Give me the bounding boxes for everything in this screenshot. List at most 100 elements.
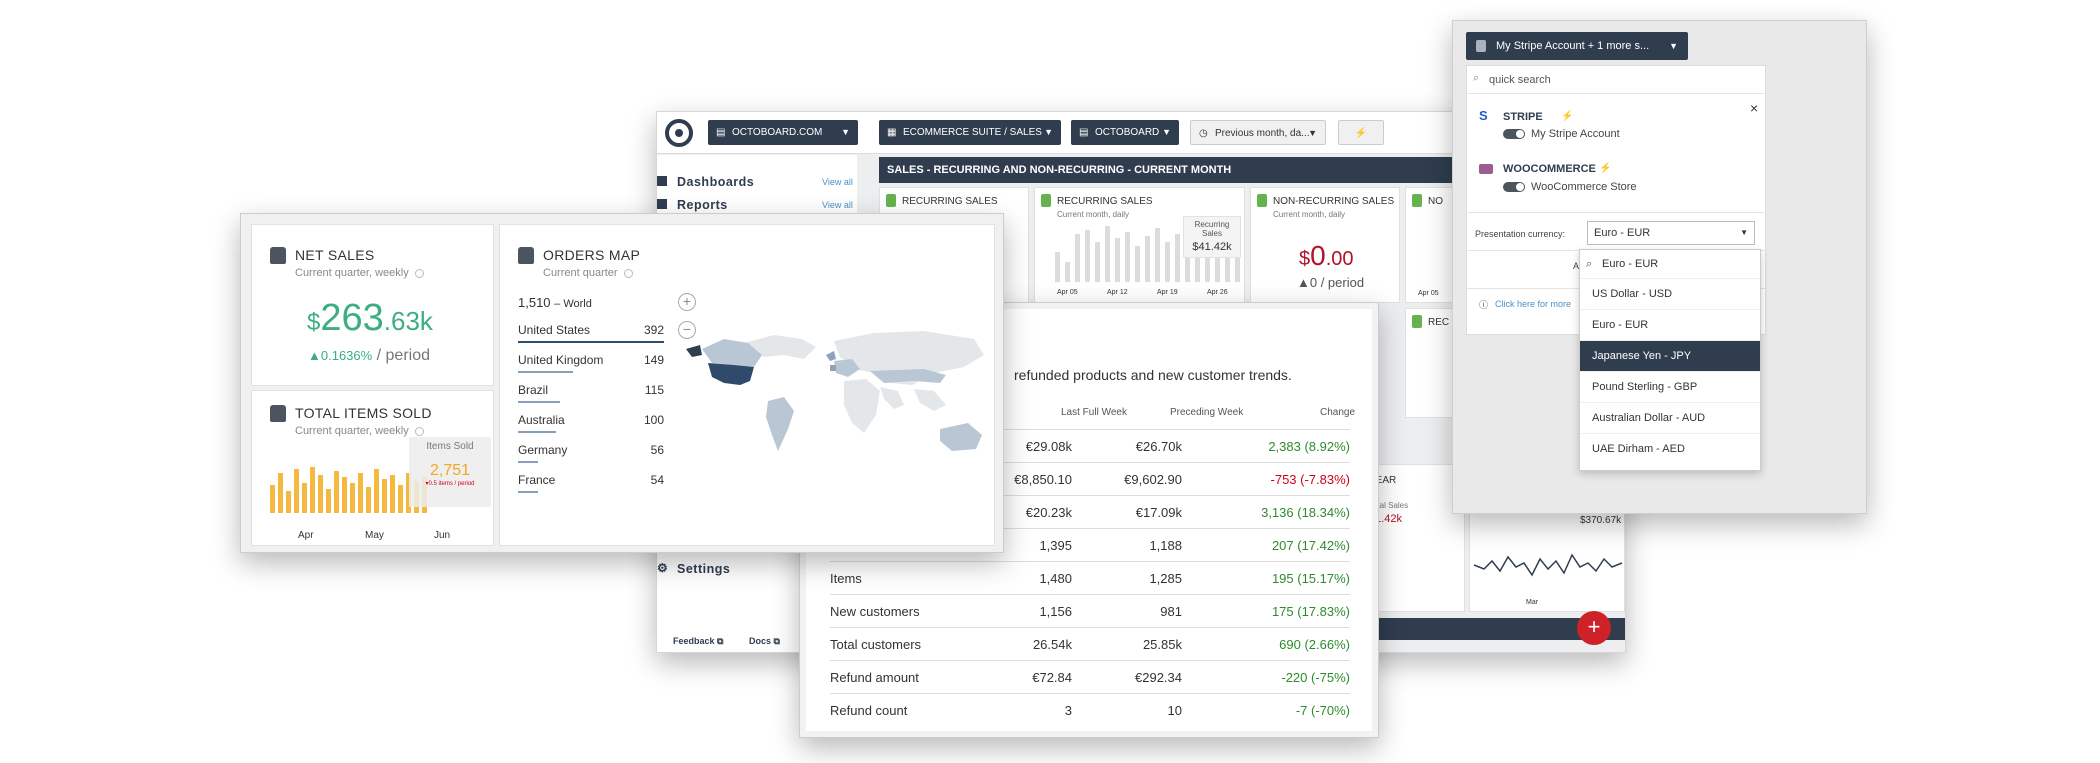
trend-line-chart [1473, 553, 1623, 577]
orders-map-widget[interactable]: ORDERS MAP Current quarter 1,510 – World… [499, 224, 995, 546]
period-dropdown[interactable]: ◷ Previous month, da... ▼ [1190, 120, 1326, 145]
table-row: €20.23k €17.09k 3,136 (18.34%) [830, 495, 1350, 528]
currency-option[interactable]: Japanese Yen - JPY [1580, 340, 1760, 371]
data-source-dropdown[interactable]: My Stripe Account + 1 more s... ▼ [1466, 32, 1688, 60]
currency-option[interactable]: Pound Sterling - GBP [1580, 371, 1760, 402]
country-name: United States [518, 323, 591, 337]
row-change: 690 (2.66%) [1279, 637, 1350, 652]
plug-icon: ⚡ [1599, 163, 1612, 174]
row-last-week: 26.54k [1032, 637, 1072, 652]
items-sold-widget[interactable]: TOTAL ITEMS SOLD Current quarter, weekly… [251, 390, 494, 546]
close-icon[interactable]: × [1750, 100, 1759, 116]
quick-search-field[interactable]: ⌕ quick search [1467, 66, 1765, 94]
row-change: -220 (-75%) [1281, 670, 1350, 685]
currency-option[interactable]: Euro - EUR [1580, 309, 1760, 340]
add-widget-button[interactable]: + [1577, 611, 1611, 645]
woocommerce-logo-icon [1479, 164, 1493, 174]
dashboard-topbar: ▤ OCTOBOARD.COM ▼ ▦ ECOMMERCE SUITE / SALES… [657, 112, 1625, 154]
chevron-down-icon: ▼ [1740, 228, 1748, 237]
row-change: 3,136 (18.34%) [1261, 505, 1350, 520]
row-last-week: €72.84 [1032, 670, 1072, 685]
orders-country-row: Brazil 115 [518, 383, 664, 403]
account-dropdown[interactable]: ▤ OCTOBOARD.COM ▼ [708, 120, 858, 145]
chart-bar [1075, 234, 1080, 282]
chart-bar [1145, 236, 1150, 282]
chevron-down-icon: ▼ [1162, 127, 1171, 137]
orders-country-row: Germany 56 [518, 443, 664, 463]
shopping-bag-icon [1257, 194, 1267, 207]
row-preceding-week: €17.09k [1135, 505, 1182, 520]
docs-link[interactable]: Docs ⧉ [749, 636, 780, 646]
chevron-down-icon: ▼ [1669, 41, 1678, 51]
chart-bar [1195, 238, 1200, 282]
row-label: Total customers [830, 637, 922, 652]
chart-bar [342, 477, 347, 513]
dashboards-view-all-link[interactable]: View all [822, 177, 853, 187]
row-change: 175 (17.83%) [1271, 604, 1350, 619]
connect-button[interactable]: ⚡ [1338, 120, 1384, 145]
chart-bar [294, 469, 299, 513]
orders-map-subtitle: Current quarter [543, 267, 633, 279]
widget-year-sales[interactable]: YEAR Total Sales 41.42k [1367, 464, 1465, 612]
chart-bar [310, 467, 315, 513]
currency-select[interactable]: Euro - EUR ▼ [1587, 221, 1755, 245]
chart-bar [1185, 252, 1190, 282]
stripe-account-toggle[interactable] [1503, 129, 1525, 139]
row-label: Refund amount [830, 670, 919, 685]
currency-option[interactable]: UAE Dirham - AED [1580, 433, 1760, 464]
chart-bar [1135, 246, 1140, 282]
apply-button[interactable]: A [1573, 261, 1580, 271]
org-dropdown[interactable]: ▤ OCTOBOARD ▼ [1071, 120, 1179, 145]
orders-country-row: United States 392 [518, 323, 664, 343]
chart-bar [358, 473, 363, 513]
row-change: 207 (17.42%) [1271, 538, 1350, 553]
chart-bar [398, 485, 403, 513]
widget-recurring-sales-2[interactable]: RECURRING SALES Current month, daily Rec… [1034, 187, 1245, 303]
country-name: Germany [518, 443, 568, 457]
org-icon: ▤ [1079, 127, 1089, 138]
nav-reports[interactable]: Reports [657, 198, 728, 212]
country-share-bar [518, 461, 539, 463]
net-sales-widget[interactable]: NET SALES Current quarter, weekly $263.6… [251, 224, 494, 386]
net-sales-change: ▲0.1636% / period [308, 347, 431, 364]
country-share-bar [518, 341, 664, 343]
header-change: Change [1320, 407, 1356, 418]
row-change: -753 (-7.83%) [1270, 472, 1350, 487]
row-preceding-week: €26.70k [1135, 439, 1182, 454]
nav-settings[interactable]: ⚙ Settings [657, 561, 731, 576]
zoom-in-button[interactable]: + [678, 293, 696, 311]
chart-bar [318, 475, 323, 513]
chart-bar [302, 483, 307, 513]
shopping-bag-icon [1476, 40, 1486, 52]
woocommerce-account-toggle[interactable] [1503, 182, 1525, 192]
chart-bar [286, 491, 291, 513]
country-orders: 149 [643, 353, 664, 367]
currency-option-search[interactable]: ⌕ Euro - EUR [1580, 250, 1760, 278]
row-change: -7 (-70%) [1295, 703, 1350, 718]
country-share-bar [518, 431, 556, 433]
shopping-bag-icon [1041, 194, 1051, 207]
zoom-out-button[interactable]: − [678, 321, 696, 339]
help-link[interactable]: Click here for more [1495, 299, 1572, 309]
table-row: Refund count 3 10 -7 (-70%) [830, 693, 1350, 726]
row-change: 195 (15.17%) [1271, 571, 1350, 586]
divider [1467, 212, 1765, 213]
country-name: Australia [518, 413, 565, 427]
chart-tooltip: Recurring Sales $41.42k [1183, 216, 1241, 258]
shopping-bag-icon [886, 194, 896, 207]
shopping-bag-icon [1412, 315, 1422, 328]
suite-dropdown[interactable]: ▦ ECOMMERCE SUITE / SALES ▼ [879, 120, 1061, 145]
widget-non-recurring-sales[interactable]: NON-RECURRING SALES Current month, daily… [1250, 187, 1400, 303]
nav-dashboards[interactable]: Dashboards [657, 175, 754, 189]
feedback-link[interactable]: Feedback ⧉ [673, 636, 724, 646]
reports-view-all-link[interactable]: View all [822, 200, 853, 210]
info-icon [414, 426, 424, 436]
items-sold-tooltip: Items Sold 2,751 ▾0.5 items / period [409, 437, 491, 507]
row-preceding-week: 10 [1167, 703, 1182, 718]
row-change: 2,383 (8.92%) [1268, 439, 1350, 454]
chart-bar [390, 475, 395, 513]
shopping-bag-icon [1412, 194, 1422, 207]
currency-option[interactable]: Australian Dollar - AUD [1580, 402, 1760, 433]
currency-option[interactable]: US Dollar - USD [1580, 278, 1760, 309]
chart-bar [382, 479, 387, 513]
